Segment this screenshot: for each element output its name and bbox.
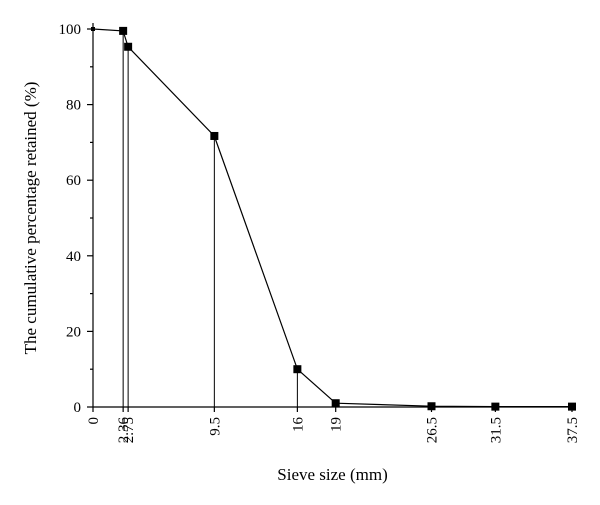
markers — [91, 26, 576, 411]
x-tick-label: 16 — [290, 417, 306, 433]
x-tick-label: 0 — [86, 417, 102, 425]
data-point — [210, 131, 219, 140]
x-tick-label: 31.5 — [488, 417, 504, 443]
x-tick-label: 2.75 — [121, 417, 137, 443]
x-tick-label: 26.5 — [424, 417, 440, 443]
data-point — [293, 365, 302, 374]
y-tick-label: 40 — [66, 249, 81, 265]
data-point — [124, 42, 133, 51]
y-tick-label: 60 — [66, 173, 81, 189]
x-tick-label: 2.36 — [116, 417, 132, 444]
x-axis-label: Sieve size (mm) — [277, 465, 387, 484]
x-tick-label: 19 — [329, 417, 345, 432]
plot-area: 0 20 40 60 80 100 0 2.362.75 9.5 16 19 26.5 31.5 37.… — [59, 22, 582, 443]
y-tick-label: 100 — [59, 22, 82, 38]
data-point — [91, 27, 95, 31]
data-point — [491, 402, 500, 411]
y-axis-label: The cumulative percentage retained (%) — [21, 82, 40, 355]
x-tick-label: 37.5 — [565, 417, 581, 443]
x-tick-label: 9.5 — [207, 417, 223, 436]
y-ticks: 0 20 40 60 80 100 — [59, 22, 93, 416]
data-point — [331, 399, 340, 408]
x-ticks: 0 2.362.75 9.5 16 19 26.5 31.5 37.5 — [86, 407, 581, 443]
data-point — [427, 402, 436, 411]
data-point — [119, 26, 128, 35]
drop-lines — [122, 30, 298, 407]
y-tick-label: 0 — [74, 400, 82, 416]
y-tick-label: 20 — [66, 324, 81, 340]
data-point — [568, 402, 576, 411]
y-tick-label: 80 — [66, 98, 81, 114]
series-line — [92, 28, 572, 408]
